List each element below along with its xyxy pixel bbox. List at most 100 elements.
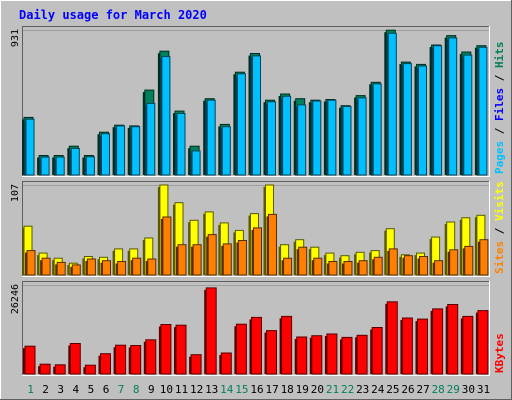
day-label-8: 8 <box>133 383 140 396</box>
bar-shade-visits-day-1 <box>22 228 24 275</box>
bar-shade-visits-day-31 <box>474 217 477 275</box>
bar-shade-sites-day-11 <box>176 246 178 275</box>
day-label-15: 15 <box>235 383 248 396</box>
bar-shade-sites-day-12 <box>191 246 194 275</box>
day-label-13: 13 <box>205 383 218 396</box>
bar-sites-day-26 <box>403 255 413 276</box>
bar-files-day-7 <box>116 125 126 176</box>
bar-kbytes-day-4 <box>69 343 81 375</box>
bar-shade-visits-day-6 <box>97 259 100 275</box>
bar-shade-visits-day-2 <box>37 255 40 275</box>
bar-sites-day-1 <box>26 250 36 276</box>
bar-shade-files-day-6 <box>99 135 102 175</box>
day-label-11: 11 <box>175 383 188 396</box>
legend-part-1: Sites <box>493 241 506 274</box>
bar-shade-sites-day-21 <box>326 263 329 275</box>
day-label-23: 23 <box>356 383 369 396</box>
panel-2: 107 Sites / Visits <box>10 181 506 277</box>
bar-shade-kbytes-day-27 <box>415 321 418 374</box>
bar-shade-files-day-1 <box>24 121 26 175</box>
bar-shade-files-day-5 <box>84 158 87 175</box>
day-label-22: 22 <box>341 383 354 396</box>
day-label-29: 29 <box>447 383 460 396</box>
bar-kbytes-day-5 <box>84 364 96 375</box>
bar-shade-files-day-11 <box>175 115 177 175</box>
bar-sites-day-18 <box>283 257 293 276</box>
legend-part-1: KBytes <box>493 333 506 373</box>
bar-sites-day-27 <box>419 256 428 276</box>
bar-shade-visits-day-18 <box>278 246 281 275</box>
bar-files-day-5 <box>85 156 95 176</box>
bar-shade-sites-day-24 <box>372 259 375 275</box>
bar-files-day-22 <box>342 106 352 176</box>
panel-legend-label: KBytes <box>493 333 506 373</box>
bar-shade-files-day-12 <box>190 152 193 175</box>
day-label-25: 25 <box>386 383 399 396</box>
bar-sites-day-3 <box>56 261 66 276</box>
bar-shade-hits-day-6 <box>97 134 100 175</box>
bar-shade-kbytes-day-17 <box>264 332 267 374</box>
bar-shade-visits-day-19 <box>293 241 296 275</box>
day-label-21: 21 <box>326 383 339 396</box>
bar-shade-kbytes-day-7 <box>113 347 116 374</box>
bar-sites-day-19 <box>298 246 308 276</box>
bar-files-day-15 <box>236 73 246 176</box>
bar-shade-sites-day-18 <box>281 260 284 275</box>
bar-sites-day-4 <box>71 264 81 276</box>
bar-shade-kbytes-day-2 <box>38 366 41 374</box>
bar-sites-day-17 <box>268 213 277 276</box>
bar-shade-files-day-13 <box>205 102 208 175</box>
chart-panels: 931 Pages / Files / Hits 107 Sites / Visits… <box>10 26 506 376</box>
bar-shade-kbytes-day-29 <box>445 306 448 374</box>
bar-shade-visits-day-21 <box>323 255 326 275</box>
bar-shade-visits-day-16 <box>248 215 251 275</box>
bar-shade-kbytes-day-4 <box>68 345 71 374</box>
day-label-18: 18 <box>281 383 294 396</box>
bar-files-day-4 <box>70 148 80 176</box>
day-label-28: 28 <box>432 383 445 396</box>
bar-shade-kbytes-day-11 <box>174 327 176 374</box>
bar-files-day-12 <box>191 150 201 176</box>
day-label-14: 14 <box>220 383 234 396</box>
bar-shade-hits-day-9 <box>142 92 145 175</box>
bar-sites-day-7 <box>117 261 127 276</box>
bar-shade-visits-day-23 <box>354 254 357 275</box>
bar-shade-visits-day-8 <box>127 250 130 275</box>
bar-shade-hits-day-17 <box>263 102 266 175</box>
bar-shade-visits-day-5 <box>82 258 85 275</box>
bar-shade-kbytes-day-21 <box>324 336 327 374</box>
bar-shade-files-day-18 <box>280 98 283 175</box>
bar-shade-visits-day-10 <box>157 187 160 275</box>
bar-kbytes-day-3 <box>54 364 66 375</box>
bar-shade-kbytes-day-14 <box>219 355 222 374</box>
bar-files-day-13 <box>206 99 216 176</box>
bar-shade-visits-day-22 <box>339 257 341 275</box>
bar-shade-files-day-29 <box>446 39 449 176</box>
bar-kbytes-day-2 <box>39 363 51 375</box>
bar-shade-sites-day-27 <box>417 258 420 275</box>
bar-shade-visits-day-24 <box>369 252 372 275</box>
bar-kbytes-day-7 <box>115 344 127 375</box>
bar-files-day-9 <box>146 102 156 176</box>
bar-kbytes-day-29 <box>447 304 459 375</box>
day-label-6: 6 <box>103 383 110 396</box>
bar-shade-visits-day-30 <box>459 219 462 275</box>
panel-max-label: 107 <box>10 184 21 202</box>
bar-sites-day-14 <box>222 243 232 276</box>
bar-sites-day-11 <box>177 244 187 276</box>
day-label-5: 5 <box>88 383 95 396</box>
panel-1: 931 Pages / Files / Hits <box>10 26 506 177</box>
bar-shade-kbytes-day-5 <box>83 367 86 374</box>
bar-shade-visits-day-26 <box>399 256 402 275</box>
legend-part-5: Hits <box>493 42 506 69</box>
bar-shade-visits-day-4 <box>67 265 70 275</box>
day-label-2: 2 <box>42 383 49 396</box>
bar-sites-day-30 <box>464 245 474 276</box>
bar-kbytes-day-27 <box>417 318 428 375</box>
bar-shade-hits-day-24 <box>369 84 372 175</box>
bar-shade-kbytes-day-15 <box>234 326 237 374</box>
bar-shade-files-day-4 <box>69 150 72 175</box>
bar-sites-day-28 <box>434 260 444 276</box>
bar-shade-kbytes-day-13 <box>204 289 207 374</box>
